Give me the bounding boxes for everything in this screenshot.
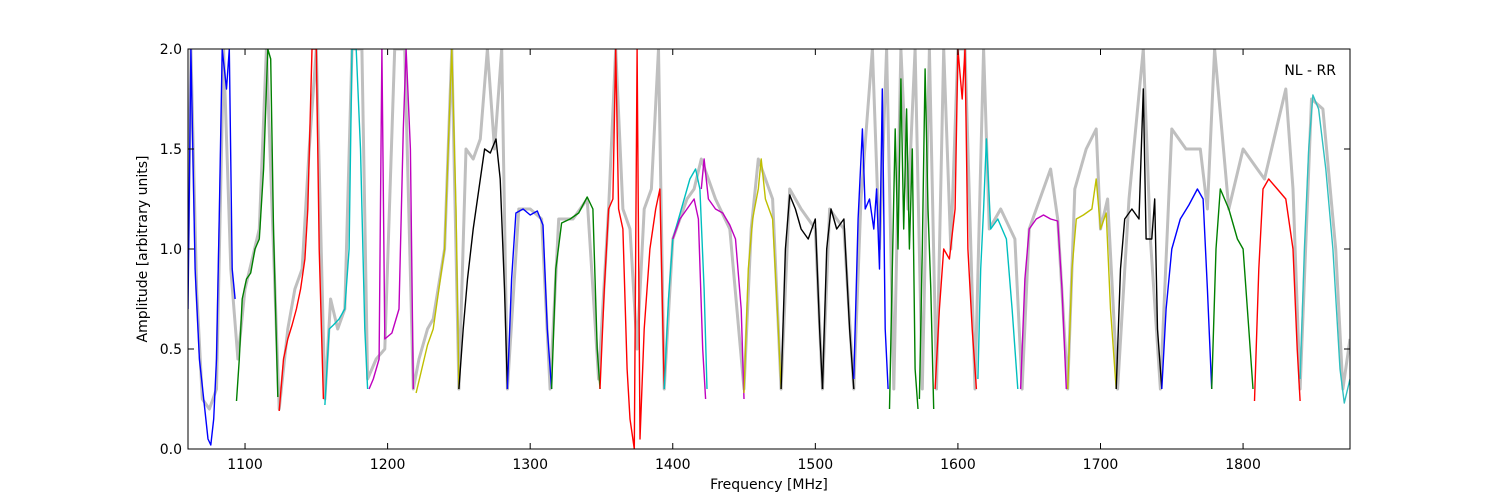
series-line-8 <box>550 196 601 390</box>
series-line-22 <box>1067 178 1117 390</box>
series-line-5 <box>415 49 460 394</box>
series-line-18 <box>918 68 935 410</box>
x-tick-label: 1100 <box>227 457 263 473</box>
plot-area <box>187 48 1351 450</box>
series-line-0 <box>188 49 236 446</box>
series-line-10 <box>663 168 708 390</box>
x-tick-label: 1700 <box>1083 457 1119 473</box>
series-line-16 <box>853 88 889 390</box>
series-line-1 <box>235 49 279 402</box>
annotation-label: NL - RR <box>1284 63 1336 79</box>
series-line-24 <box>1161 188 1213 390</box>
series-line-9 <box>599 49 665 449</box>
x-axis-label: Frequency [MHz] <box>710 477 828 493</box>
series-line-13 <box>743 158 782 394</box>
series-line-17 <box>888 78 919 410</box>
x-tick-label: 1800 <box>1225 457 1261 473</box>
series-line-26 <box>1253 178 1301 402</box>
series-line-14 <box>780 194 824 390</box>
x-axis: 1100 1200 1300 1400 1500 1600 1700 1800 <box>227 49 1261 473</box>
x-tick-label: 1200 <box>370 457 406 473</box>
series-layer <box>188 49 1350 449</box>
series-line-4 <box>368 49 414 390</box>
x-tick-label: 1600 <box>940 457 976 473</box>
series-line-15 <box>821 208 855 390</box>
series-line-19 <box>934 49 978 390</box>
series-line-2 <box>278 49 325 412</box>
y-tick-label: 0.0 <box>160 442 182 458</box>
background-series-line <box>188 49 1350 411</box>
series-line-21 <box>1019 214 1067 390</box>
y-tick-label: 0.5 <box>160 342 182 358</box>
series-line-23 <box>1115 88 1163 390</box>
y-tick-label: 1.5 <box>160 142 182 158</box>
series-line-7 <box>506 208 553 390</box>
x-tick-label: 1300 <box>512 457 548 473</box>
series-line-20 <box>977 138 1019 390</box>
series-line-11 <box>700 158 745 400</box>
y-axis-label: Amplitude [arbitrary units] <box>135 156 151 343</box>
y-tick-label: 1.0 <box>160 242 182 258</box>
y-axis: 0.0 0.5 1.0 1.5 2.0 <box>160 42 1350 458</box>
x-tick-label: 1500 <box>798 457 834 473</box>
series-line-12 <box>672 198 707 400</box>
series-line-3 <box>324 49 369 406</box>
x-tick-label: 1400 <box>655 457 691 473</box>
series-line-6 <box>458 138 509 390</box>
series-line-25 <box>1211 188 1254 390</box>
y-tick-label: 2.0 <box>160 42 182 58</box>
series-line-27 <box>1299 94 1350 404</box>
